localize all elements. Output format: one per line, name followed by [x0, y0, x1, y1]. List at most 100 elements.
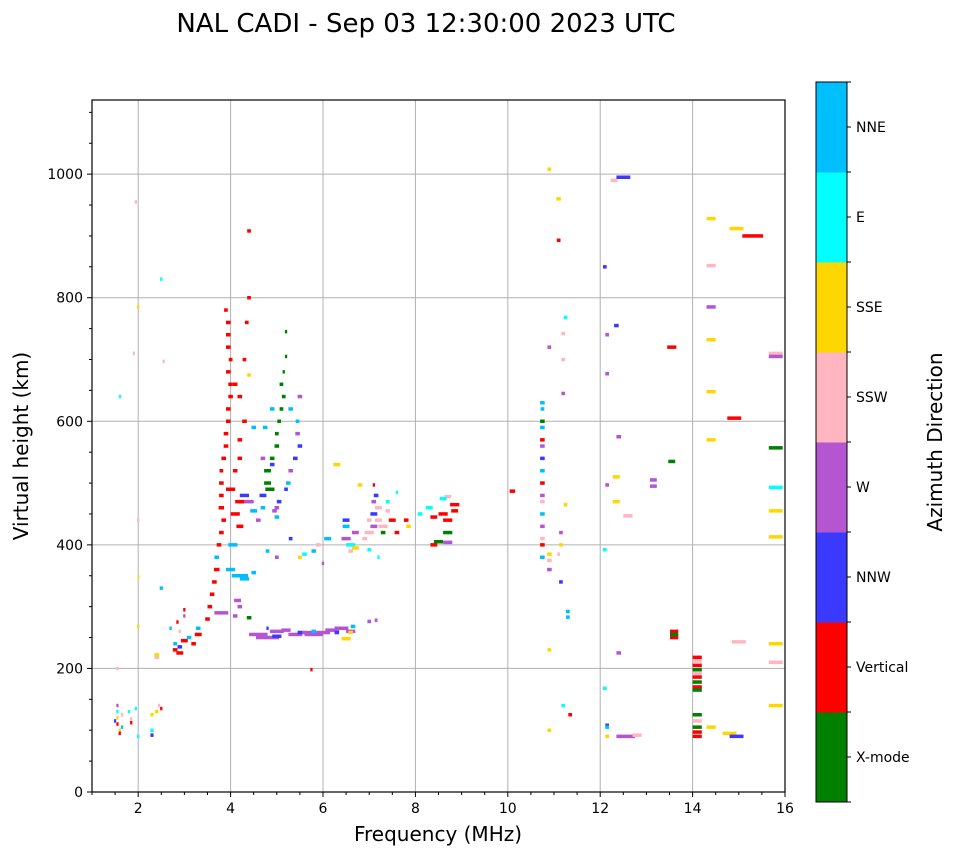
echo-point [443, 518, 453, 522]
echo-point [568, 713, 572, 717]
echo-point [614, 323, 619, 328]
echo-point [247, 296, 251, 300]
colorbar-segment-sse [816, 262, 847, 353]
colorbar-segment-vertical [816, 622, 847, 713]
echo-point [316, 543, 321, 547]
colorbar-label-nnw: NNW [856, 570, 891, 586]
echo-point [169, 626, 172, 630]
echo-point [214, 611, 229, 615]
echo-point [269, 456, 275, 461]
x-tick-label: 8 [411, 801, 420, 817]
echo-point [219, 469, 224, 473]
echo-point [219, 481, 224, 485]
echo-point [113, 719, 117, 723]
echo-point [380, 530, 386, 535]
echo-point [194, 632, 202, 637]
echo-point [768, 354, 783, 359]
echo-point [236, 524, 244, 529]
echo-point [566, 615, 570, 619]
echo-point [265, 549, 270, 553]
echo-point [256, 635, 280, 640]
echo-point [692, 680, 702, 684]
echo-point [768, 446, 783, 450]
echo-point [160, 706, 163, 711]
echo-point [180, 638, 188, 643]
echo-point [394, 530, 400, 535]
y-tick-label: 200 [56, 661, 83, 677]
echo-point [540, 493, 545, 498]
echo-point [281, 394, 286, 399]
echo-point [706, 305, 716, 309]
echo-point [260, 506, 266, 510]
echo-point [226, 487, 236, 491]
echo-point [116, 716, 119, 720]
echo-point [260, 456, 266, 461]
echo-point [341, 536, 351, 541]
y-axis-label: Virtual height (km) [9, 352, 33, 541]
echo-point [372, 483, 375, 487]
echo-point [116, 703, 119, 708]
echo-point [239, 493, 249, 498]
echo-point [692, 730, 702, 734]
echo-point [371, 499, 377, 504]
echo-point [137, 734, 140, 739]
x-axis-ticks: 2 4 6 8 10 12 14 16 [91, 792, 794, 817]
echo-point [563, 315, 568, 320]
echo-point [183, 608, 186, 612]
echo-point [214, 567, 220, 572]
echo-point [250, 509, 258, 513]
echo-point [561, 331, 566, 336]
echo-point [176, 620, 179, 624]
echo-point [556, 197, 561, 201]
echo-point [310, 667, 313, 672]
echo-point [284, 329, 288, 334]
echo-point [226, 567, 236, 572]
echo-point [228, 382, 233, 386]
echo-point [237, 394, 243, 399]
echo-point [374, 618, 378, 622]
echo-point [540, 499, 545, 504]
echo-point [649, 484, 657, 488]
echo-point [232, 469, 238, 473]
colorbar-frame [815, 81, 848, 803]
echo-point [605, 723, 609, 727]
echo-point [731, 640, 746, 644]
echo-point [324, 536, 332, 541]
echo-point [450, 502, 460, 507]
echo-point [221, 456, 226, 461]
echo-point [247, 229, 251, 233]
echo-point [692, 667, 702, 672]
echo-point [272, 509, 277, 513]
echo-point [692, 734, 702, 739]
colorbar-segment-nne [816, 82, 847, 173]
echo-point [605, 333, 609, 337]
echo-point [444, 494, 452, 499]
echo-point [232, 382, 238, 386]
echo-point [649, 478, 657, 482]
echo-point [226, 320, 231, 325]
echo-point [297, 630, 312, 635]
echo-point [632, 733, 642, 737]
echo-point [603, 265, 607, 269]
echo-point [348, 549, 353, 553]
echo-point [116, 722, 119, 726]
echo-point [274, 515, 280, 519]
echo-point [351, 530, 359, 535]
echo-point [706, 216, 716, 221]
echo-point [237, 438, 243, 442]
echo-point [616, 175, 631, 179]
x-tick-label: 6 [319, 801, 328, 817]
echo-point [288, 632, 303, 637]
echo-point [275, 431, 279, 436]
echo-point [237, 456, 243, 461]
echo-point [247, 373, 251, 377]
echo-point [692, 675, 702, 679]
echo-point [178, 629, 181, 634]
echo-point [366, 518, 372, 522]
echo-point [264, 469, 271, 473]
echo-point [155, 709, 159, 714]
echo-point [226, 407, 231, 411]
echo-point [284, 354, 288, 359]
colorbar-segment-ssw [816, 352, 847, 443]
echo-point [288, 536, 293, 541]
